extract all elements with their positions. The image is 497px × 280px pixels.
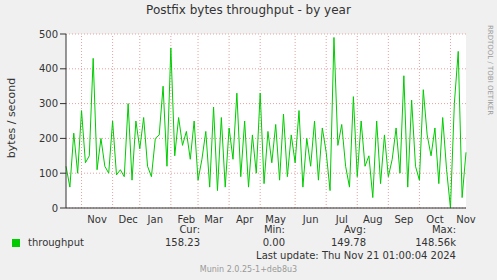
html-text:149.78: 149.78 (331, 237, 366, 248)
svg-text:Feb: Feb (178, 214, 196, 225)
html-text:Max:: Max: (432, 224, 456, 235)
svg-text:Jun: Jun (302, 214, 319, 225)
svg-text:Sep: Sep (394, 214, 413, 225)
svg-text:400: 400 (39, 63, 58, 74)
svg-text:300: 300 (39, 98, 58, 109)
svg-text:Oct: Oct (426, 214, 443, 225)
svg-text:Aug: Aug (363, 214, 383, 225)
html-text:Last update: Thu Nov 21 01:00:: Last update: Thu Nov 21 01:00:04 2024 (256, 250, 456, 261)
svg-text:100: 100 (39, 168, 58, 179)
svg-text:Jul: Jul (335, 214, 348, 225)
svg-text:Dec: Dec (118, 214, 137, 225)
svg-text:Nov: Nov (87, 214, 107, 225)
html-text:RRDTOOL / TOBI OETIKER: RRDTOOL / TOBI OETIKER (486, 24, 494, 116)
html-text:Avg:: Avg: (344, 224, 366, 235)
svg-text:Apr: Apr (236, 214, 254, 225)
html-text:158.23: 158.23 (165, 237, 200, 248)
svg-text:0: 0 (52, 203, 58, 214)
svg-text:Nov: Nov (456, 214, 476, 225)
html-text:Munin 2.0.25-1+deb8u3: Munin 2.0.25-1+deb8u3 (199, 265, 298, 274)
html-text:throughput: throughput (28, 237, 84, 248)
html-text:Postfix bytes throughput - by: Postfix bytes throughput - by year (146, 3, 351, 17)
html-text:Cur:: Cur: (179, 224, 200, 235)
html-text:bytes / second: bytes / second (5, 77, 18, 159)
svg-text:Mar: Mar (204, 214, 224, 225)
html-text:Min:: Min: (263, 224, 285, 235)
svg-text:May: May (265, 214, 286, 225)
svg-text:Jan: Jan (147, 214, 163, 225)
html-text:148.56k: 148.56k (415, 237, 456, 248)
html-text:0.00: 0.00 (262, 237, 285, 248)
svg-text:500: 500 (39, 29, 58, 40)
svg-text:200: 200 (39, 133, 58, 144)
